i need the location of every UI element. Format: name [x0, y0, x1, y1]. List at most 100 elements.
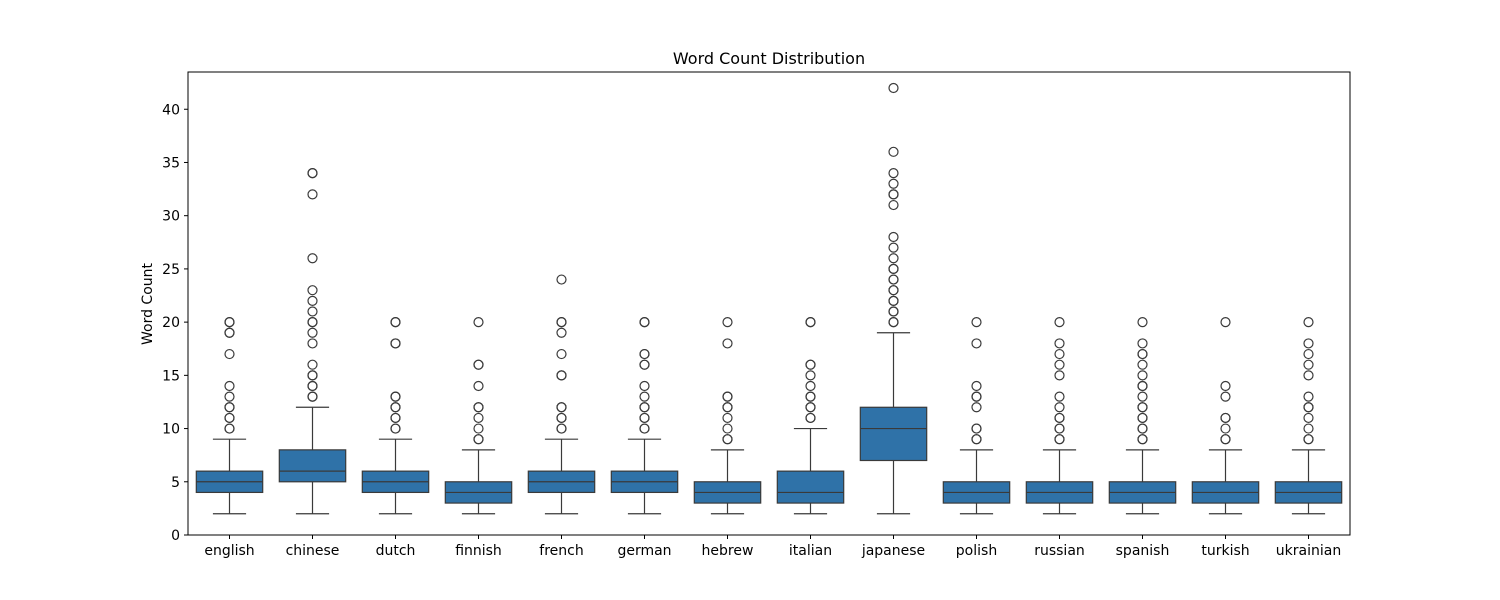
- outlier-point-dutch-9: [390, 338, 401, 349]
- outlier-point-russian-10: [1054, 348, 1065, 360]
- outlier-point-polish-9: [971, 317, 982, 328]
- y-tick-label-35: 35: [162, 155, 180, 171]
- x-tick-label-russian: russian: [1034, 543, 1085, 559]
- outlier-point-dutch-7: [390, 391, 401, 402]
- outlier-point-finnish-1: [473, 434, 484, 445]
- outlier-point-chinese-10: [307, 317, 318, 328]
- outlier-point-japanese-21: [888, 82, 899, 94]
- outlier-point-italian-7: [805, 370, 816, 381]
- box-japanese: [859, 406, 928, 462]
- outlier-point-hebrew-9: [722, 317, 733, 328]
- x-tick-label-chinese: chinese: [286, 543, 340, 559]
- outlier-point-japanese-14: [888, 231, 899, 243]
- outlier-point-japanese-12: [888, 253, 899, 264]
- y-tick-label-25: 25: [162, 262, 180, 278]
- outlier-point-spanish-10: [1137, 380, 1148, 392]
- outlier-point-ukrainian-7: [1303, 370, 1314, 381]
- outlier-point-russian-7: [1054, 391, 1065, 402]
- outlier-point-italian-6: [805, 380, 816, 392]
- outlier-point-english-10: [224, 327, 235, 338]
- outlier-point-finnish-5: [473, 402, 484, 413]
- outlier-point-chinese-17: [307, 168, 318, 179]
- outlier-point-japanese-7: [888, 285, 899, 296]
- outlier-point-russian-12: [1054, 317, 1065, 328]
- outlier-point-german-11: [639, 348, 650, 360]
- outlier-point-hebrew-1: [722, 434, 733, 445]
- outlier-point-french-12: [556, 274, 567, 285]
- outlier-point-polish-8: [971, 338, 982, 349]
- x-tick-label-dutch: dutch: [376, 543, 416, 559]
- outlier-point-ukrainian-2: [1303, 423, 1314, 434]
- outlier-point-spanish-5: [1137, 412, 1148, 424]
- outlier-point-chinese-13: [307, 285, 318, 296]
- outlier-point-polish-7: [971, 380, 982, 392]
- outlier-point-russian-3: [1054, 423, 1065, 434]
- outlier-point-japanese-9: [888, 274, 899, 285]
- outlier-point-german-13: [639, 317, 650, 328]
- outlier-point-polish-3: [971, 423, 982, 434]
- outlier-point-german-7: [639, 380, 650, 392]
- outlier-point-russian-6: [1054, 402, 1065, 413]
- outlier-point-chinese-15: [307, 189, 318, 200]
- box-chinese: [278, 449, 347, 483]
- outlier-point-russian-9: [1054, 359, 1065, 370]
- outlier-point-german-9: [639, 359, 650, 370]
- outlier-point-italian-5: [805, 391, 816, 402]
- outlier-point-japanese-11: [888, 263, 899, 275]
- y-tick-label-0: 0: [171, 528, 180, 544]
- outlier-point-german-3: [639, 412, 650, 424]
- outlier-point-french-9: [556, 327, 567, 338]
- outlier-point-spanish-1: [1137, 434, 1148, 445]
- outlier-point-hebrew-7: [722, 391, 733, 402]
- outlier-point-italian-11: [805, 317, 816, 328]
- outlier-point-dutch-3: [390, 412, 401, 424]
- outlier-point-polish-1: [971, 434, 982, 445]
- outlier-point-finnish-3: [473, 412, 484, 424]
- outlier-point-turkish-5: [1220, 391, 1231, 402]
- x-tick-label-english: english: [204, 543, 254, 559]
- x-tick-label-french: french: [539, 543, 583, 559]
- outlier-point-chinese-8: [307, 327, 318, 338]
- outlier-point-spanish-15: [1137, 338, 1148, 349]
- outlier-point-japanese-19: [888, 168, 899, 179]
- outlier-point-japanese-17: [888, 189, 899, 200]
- outlier-point-chinese-1: [307, 391, 318, 402]
- outlier-point-french-3: [556, 412, 567, 424]
- plot-area: 0 5 10 15 20 25 30 35 40 english chinese dutch finni…: [162, 71, 1351, 559]
- outlier-point-japanese-13: [888, 242, 899, 253]
- y-axis-label: Word Count: [140, 262, 156, 345]
- x-tick-label-finnish: finnish: [455, 543, 502, 559]
- outlier-point-russian-5: [1054, 412, 1065, 424]
- outlier-point-spanish-3: [1137, 423, 1148, 434]
- outlier-point-french-7: [556, 370, 567, 381]
- outlier-point-spanish-14: [1137, 348, 1148, 360]
- outlier-point-finnish-9: [473, 317, 484, 328]
- outlier-point-french-1: [556, 423, 567, 434]
- outlier-point-spanish-16: [1137, 317, 1148, 328]
- outlier-point-french-11: [556, 317, 567, 328]
- outlier-point-finnish-6: [473, 380, 484, 392]
- box-italian: [776, 470, 845, 504]
- outlier-point-hebrew-8: [722, 338, 733, 349]
- outlier-point-chinese-11: [307, 306, 318, 317]
- outlier-point-russian-1: [1054, 434, 1065, 445]
- x-tick-label-turkish: turkish: [1201, 543, 1249, 559]
- outlier-point-russian-8: [1054, 370, 1065, 381]
- outlier-point-spanish-12: [1137, 359, 1148, 370]
- y-tick-label-20: 20: [162, 315, 180, 331]
- outlier-point-chinese-5: [307, 370, 318, 381]
- outlier-point-english-1: [224, 423, 235, 434]
- outlier-point-french-5: [556, 402, 567, 413]
- outlier-point-chinese-14: [307, 253, 318, 264]
- outlier-point-ukrainian-8: [1303, 359, 1314, 370]
- outlier-point-english-5: [224, 402, 235, 413]
- y-tick-label-40: 40: [162, 102, 180, 118]
- outlier-point-japanese-1: [888, 317, 899, 328]
- outlier-point-ukrainian-5: [1303, 402, 1314, 413]
- x-tick-label-ukrainian: ukrainian: [1276, 543, 1341, 559]
- outlier-point-finnish-8: [473, 359, 484, 370]
- outlier-point-ukrainian-3: [1303, 412, 1314, 424]
- outlier-point-dutch-1: [390, 423, 401, 434]
- outlier-point-french-8: [556, 348, 567, 360]
